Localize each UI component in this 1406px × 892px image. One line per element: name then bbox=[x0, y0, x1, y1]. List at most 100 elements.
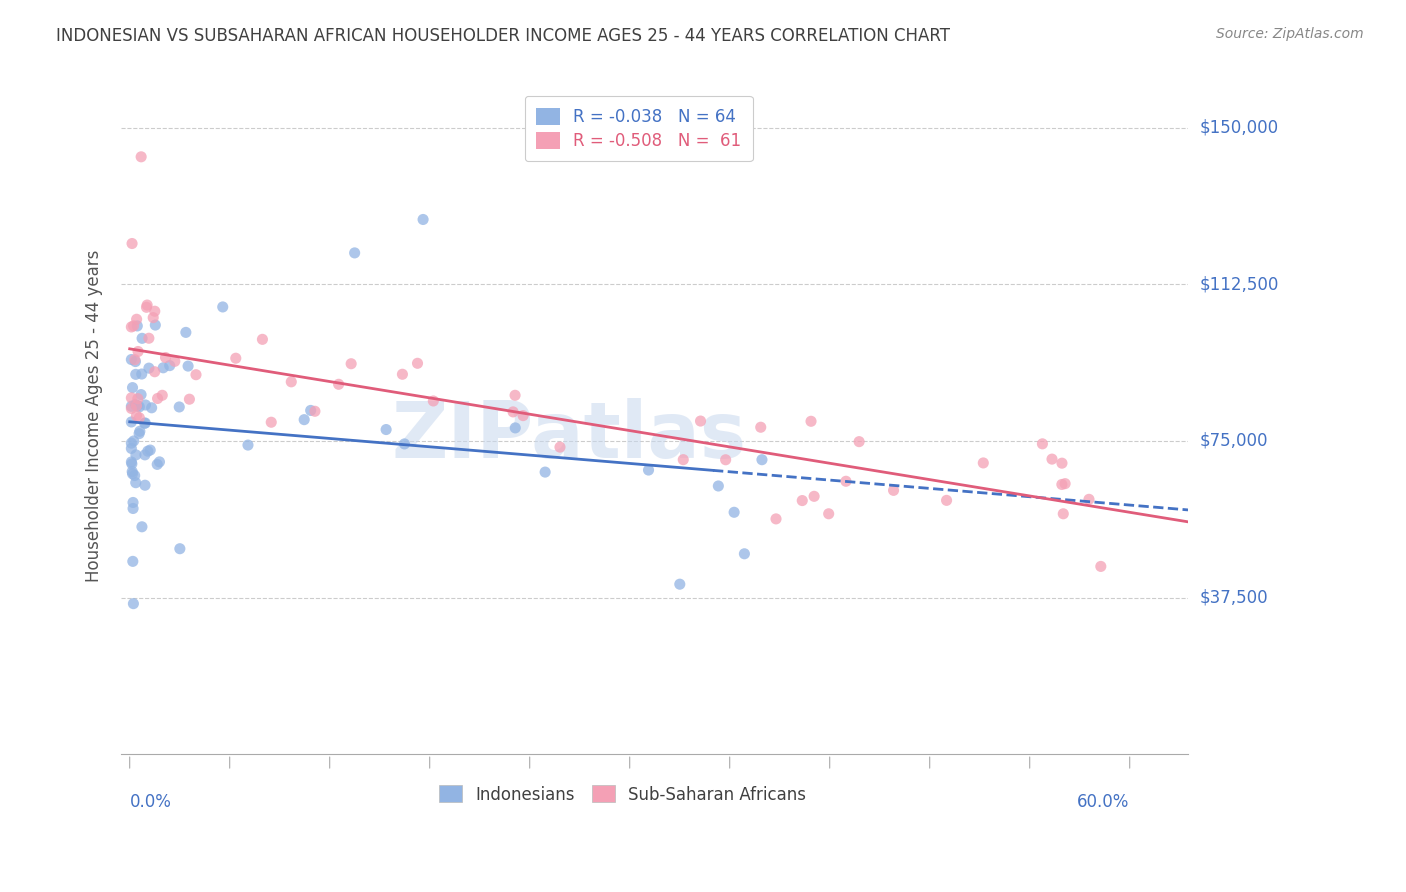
Point bbox=[148, 455, 170, 469]
Point bbox=[817, 507, 839, 521]
Point bbox=[150, 388, 173, 402]
Point bbox=[136, 298, 159, 312]
Point bbox=[707, 479, 730, 493]
Point bbox=[672, 452, 695, 467]
Point bbox=[131, 367, 153, 381]
Point bbox=[723, 505, 745, 519]
Point bbox=[120, 415, 142, 429]
Point bbox=[138, 361, 160, 376]
Point bbox=[134, 417, 156, 431]
Point bbox=[848, 434, 870, 449]
Point bbox=[637, 463, 659, 477]
Point bbox=[125, 448, 148, 462]
Point bbox=[143, 304, 166, 318]
Point bbox=[120, 436, 142, 450]
Point bbox=[134, 398, 156, 412]
Text: $75,000: $75,000 bbox=[1199, 432, 1268, 450]
Point bbox=[120, 352, 142, 367]
Point bbox=[134, 416, 156, 430]
Point bbox=[127, 318, 149, 333]
Point bbox=[121, 236, 143, 251]
Point bbox=[163, 354, 186, 368]
Point bbox=[749, 420, 772, 434]
Point bbox=[406, 356, 429, 370]
Point bbox=[299, 403, 322, 417]
Point bbox=[343, 246, 366, 260]
Point bbox=[120, 391, 142, 405]
Point bbox=[125, 312, 148, 326]
Point bbox=[125, 409, 148, 423]
Point bbox=[503, 388, 526, 402]
Point bbox=[143, 365, 166, 379]
Point bbox=[121, 467, 143, 481]
Point bbox=[714, 452, 737, 467]
Point bbox=[131, 520, 153, 534]
Point bbox=[375, 423, 398, 437]
Point bbox=[211, 300, 233, 314]
Point bbox=[122, 318, 145, 333]
Text: INDONESIAN VS SUBSAHARAN AFRICAN HOUSEHOLDER INCOME AGES 25 - 44 YEARS CORRELATI: INDONESIAN VS SUBSAHARAN AFRICAN HOUSEHO… bbox=[56, 27, 950, 45]
Point bbox=[136, 444, 159, 458]
Point bbox=[803, 489, 825, 503]
Text: $37,500: $37,500 bbox=[1199, 589, 1268, 607]
Point bbox=[127, 344, 149, 359]
Point bbox=[412, 212, 434, 227]
Point bbox=[146, 458, 169, 472]
Point bbox=[129, 150, 152, 164]
Point bbox=[121, 457, 143, 471]
Point bbox=[128, 400, 150, 414]
Point bbox=[128, 426, 150, 441]
Point bbox=[128, 410, 150, 425]
Point bbox=[120, 401, 142, 416]
Point bbox=[127, 392, 149, 406]
Point bbox=[1054, 476, 1077, 491]
Point bbox=[1052, 507, 1074, 521]
Point bbox=[689, 414, 711, 428]
Point bbox=[135, 301, 157, 315]
Point bbox=[169, 541, 191, 556]
Text: ZIPatlas: ZIPatlas bbox=[392, 398, 747, 475]
Point bbox=[503, 421, 526, 435]
Point bbox=[668, 577, 690, 591]
Text: 60.0%: 60.0% bbox=[1077, 793, 1129, 811]
Point bbox=[292, 412, 315, 426]
Point bbox=[751, 452, 773, 467]
Point bbox=[502, 405, 524, 419]
Text: $112,500: $112,500 bbox=[1199, 276, 1278, 293]
Point bbox=[120, 399, 142, 413]
Point bbox=[1050, 456, 1073, 470]
Point bbox=[280, 375, 302, 389]
Point bbox=[184, 368, 207, 382]
Point bbox=[120, 320, 142, 334]
Point bbox=[143, 318, 166, 332]
Point bbox=[236, 438, 259, 452]
Point bbox=[121, 465, 143, 479]
Point bbox=[121, 381, 143, 395]
Point bbox=[128, 424, 150, 438]
Text: 0.0%: 0.0% bbox=[129, 793, 172, 811]
Y-axis label: Householder Income Ages 25 - 44 years: Householder Income Ages 25 - 44 years bbox=[86, 250, 103, 582]
Point bbox=[122, 434, 145, 448]
Point bbox=[125, 475, 148, 490]
Point bbox=[142, 310, 165, 325]
Point bbox=[1078, 492, 1101, 507]
Point bbox=[131, 331, 153, 345]
Point bbox=[122, 495, 145, 509]
Point bbox=[422, 394, 444, 409]
Point bbox=[391, 368, 413, 382]
Point bbox=[141, 401, 163, 415]
Point bbox=[800, 414, 823, 428]
Text: $150,000: $150,000 bbox=[1199, 119, 1278, 136]
Point bbox=[174, 326, 197, 340]
Point bbox=[152, 360, 174, 375]
Point bbox=[124, 352, 146, 367]
Point bbox=[129, 387, 152, 401]
Point bbox=[155, 351, 177, 365]
Point bbox=[835, 475, 858, 489]
Point bbox=[138, 331, 160, 345]
Point bbox=[1050, 477, 1073, 491]
Point bbox=[146, 392, 169, 406]
Point bbox=[225, 351, 247, 366]
Point bbox=[935, 493, 957, 508]
Point bbox=[134, 448, 156, 462]
